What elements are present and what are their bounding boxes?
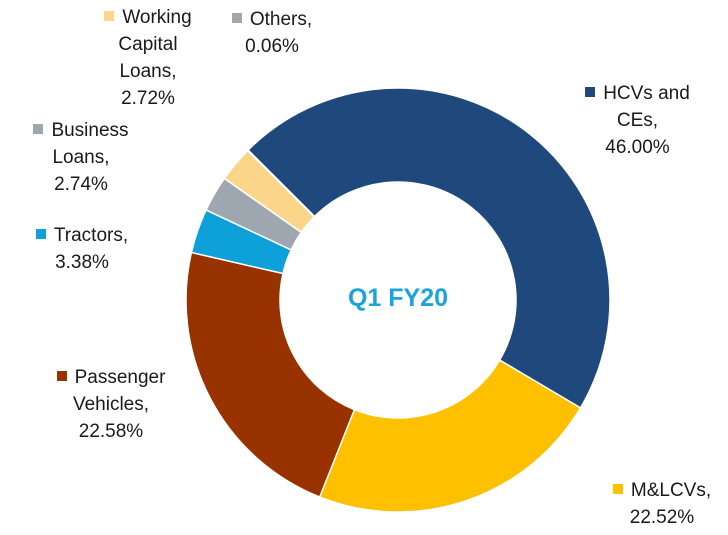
legend-marker [585,87,596,97]
legend-marker [231,13,242,23]
value-label: 2.72% [121,88,175,109]
value-label: 3.38% [55,252,109,273]
slice-label: HCVs and CEs, 46.00% [575,80,700,161]
legend-marker [35,229,46,239]
donut-slice [318,359,582,513]
category-name: Passenger Vehicles, [72,367,166,415]
slice-label: Tractors, 3.38% [22,222,142,276]
slice-label: M&LCVs, 22.52% [598,477,726,531]
legend-marker [612,484,623,494]
donut-slice [185,251,356,498]
category-name: Working Capital Loans, [118,7,192,82]
legend-marker [33,124,44,134]
donut-slice [247,87,611,409]
slice-label: Others, 0.06% [212,6,332,60]
category-name: HCVs and CEs, [603,83,690,131]
category-name: Tractors, [53,225,129,246]
category-name: M&LCVs, [630,480,712,501]
value-label: 0.06% [245,36,299,57]
category-name: Business Loans, [51,120,129,168]
legend-marker [56,371,67,381]
value-label: 2.74% [54,174,108,195]
slice-label: Business Loans, 2.74% [16,117,146,198]
value-label: 22.52% [629,507,695,528]
value-label: 46.00% [605,137,670,158]
slice-label: Working Capital Loans, 2.72% [88,4,208,112]
legend-marker [104,11,115,21]
category-name: Others, [249,9,313,30]
slice-label: Passenger Vehicles, 22.58% [36,364,186,445]
center-label: Q1 FY20 [347,284,449,312]
value-label: 22.58% [78,421,144,442]
donut-slice [246,149,316,218]
